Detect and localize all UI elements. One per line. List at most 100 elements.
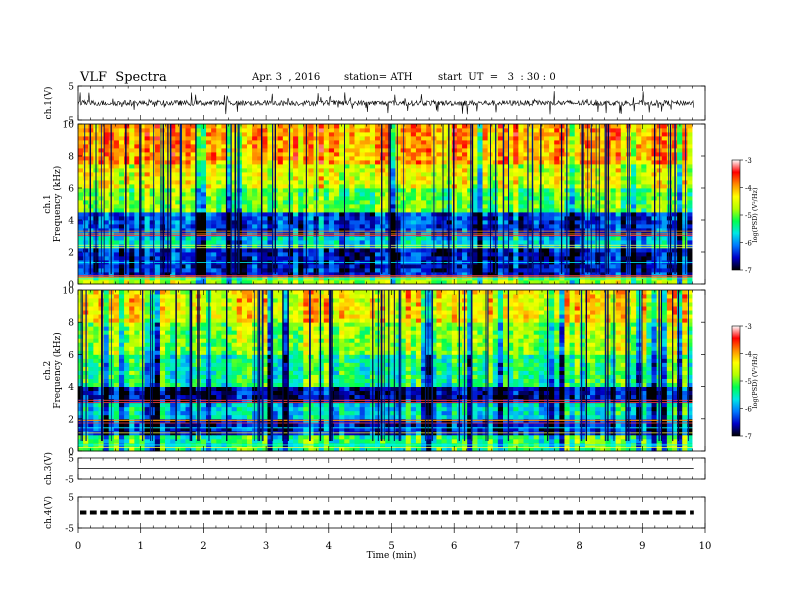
psd-cell	[631, 228, 637, 233]
psd-cell	[462, 264, 468, 269]
psd-cell	[308, 228, 314, 233]
psd-cell	[267, 252, 273, 257]
psd-cell	[620, 176, 627, 181]
psd-cell	[339, 140, 345, 145]
psd-cell	[129, 128, 135, 133]
psd-cell	[170, 148, 176, 153]
psd-cell	[78, 220, 84, 225]
psd-cell	[113, 276, 120, 281]
psd-cell	[287, 172, 294, 177]
psd-cell	[88, 164, 94, 169]
psd-cell	[359, 184, 366, 189]
psd-cell	[441, 180, 448, 185]
psd-cell	[677, 132, 683, 137]
psd-cell	[543, 148, 550, 153]
psd-cell	[359, 176, 366, 181]
psd-cell	[456, 144, 463, 149]
psd-cell	[482, 268, 489, 273]
psd-cell	[354, 272, 361, 277]
psd-cell	[231, 228, 238, 233]
psd-cell	[631, 252, 637, 257]
psd-cell	[671, 280, 678, 285]
psd-cell	[441, 156, 448, 161]
psd-cell	[590, 148, 596, 153]
psd-cell	[293, 224, 299, 229]
psd-cell	[349, 156, 355, 161]
psd-cell	[195, 220, 202, 225]
psd-cell	[549, 224, 555, 229]
psd-cell	[129, 188, 135, 193]
psd-cell	[554, 160, 560, 165]
psd-cell	[661, 268, 668, 273]
psd-cell	[190, 240, 197, 245]
psd-cell	[272, 446, 279, 452]
psd-cell	[503, 200, 509, 205]
psd-cell	[625, 144, 632, 149]
psd-cell	[277, 252, 284, 257]
psd-cell	[385, 148, 391, 153]
psd-cell	[687, 276, 693, 281]
psd-cell	[677, 164, 683, 169]
psd-cell	[390, 268, 396, 273]
psd-cell	[282, 204, 289, 209]
psd-cell	[687, 132, 693, 137]
psd-cell	[334, 192, 340, 197]
psd-cell	[139, 240, 145, 245]
psd-cell	[149, 204, 156, 209]
psd-cell	[195, 244, 202, 249]
psd-cell	[472, 176, 478, 181]
psd-cell	[211, 196, 217, 201]
psd-cell	[395, 264, 401, 269]
psd-cell	[646, 128, 652, 133]
psd-cell	[410, 264, 417, 269]
psd-cell	[631, 196, 637, 201]
psd-cell	[610, 184, 617, 189]
psd-cell	[252, 240, 258, 245]
psd-cell	[308, 208, 314, 213]
psd-cell	[666, 256, 673, 261]
psd-cell	[190, 156, 197, 161]
psd-cell	[543, 156, 550, 161]
psd-cell	[636, 180, 642, 185]
psd-cell	[364, 180, 371, 185]
psd-cell	[374, 264, 381, 269]
psd-cell	[211, 124, 217, 129]
psd-cell	[113, 164, 120, 169]
psd-cell	[221, 220, 227, 225]
psd-cell	[421, 168, 427, 173]
psd-cell	[436, 196, 442, 201]
psd-cell	[282, 220, 289, 225]
psd-cell	[359, 446, 366, 452]
psd-cell	[369, 272, 376, 277]
psd-cell	[426, 152, 432, 157]
psd-cell	[523, 160, 529, 165]
psd-cell	[492, 280, 499, 285]
psd-cell	[195, 140, 202, 145]
psd-cell	[282, 140, 289, 145]
psd-cell	[508, 446, 514, 452]
psd-cell	[139, 148, 145, 153]
psd-cell	[503, 160, 509, 165]
psd-cell	[318, 164, 325, 169]
psd-cell	[415, 188, 422, 193]
psd-cell	[636, 148, 642, 153]
psd-cell	[282, 264, 289, 269]
psd-cell	[610, 280, 617, 285]
psd-cell	[554, 172, 560, 177]
psd-cell	[390, 192, 396, 197]
psd-cell	[436, 252, 442, 257]
psd-cell	[380, 220, 386, 225]
psd-cell	[124, 180, 130, 185]
psd-cell	[554, 148, 560, 153]
psd-cell	[139, 172, 145, 177]
psd-cell	[293, 172, 299, 177]
psd-cell	[349, 184, 355, 189]
psd-cell	[262, 220, 268, 225]
psd-cell	[523, 264, 529, 269]
psd-cell	[441, 192, 448, 197]
psd-cell	[646, 124, 652, 129]
psd-cell	[374, 268, 381, 273]
psd-cell	[631, 164, 637, 169]
psd-cell	[149, 160, 156, 165]
psd-cell	[318, 188, 325, 193]
